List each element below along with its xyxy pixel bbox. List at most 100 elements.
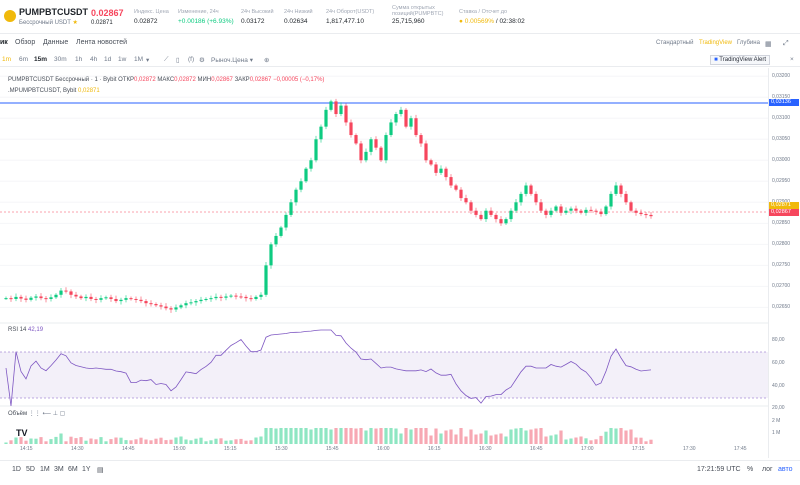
price-chart[interactable]: TV: [0, 68, 768, 458]
tf-1h[interactable]: 1h: [75, 56, 83, 63]
calendar-icon[interactable]: ▤: [97, 467, 104, 474]
time-tick: 16:15: [428, 446, 441, 452]
log-toggle[interactable]: лог: [762, 466, 773, 473]
candle: [174, 307, 178, 310]
settings-icon[interactable]: ⚙: [199, 57, 205, 64]
volume-bar: [44, 441, 48, 444]
stat-turnover-24h: 24ч Оборот(USDT) 1,817,477.10: [326, 9, 375, 25]
tab-chart[interactable]: ик: [0, 39, 8, 46]
candle: [89, 296, 93, 299]
volume-bar: [179, 436, 183, 444]
vol-tick: 1 M: [772, 430, 781, 436]
view-tradingview[interactable]: TradingView: [699, 40, 733, 46]
candle: [274, 235, 278, 245]
volume-bar: [559, 430, 563, 444]
tf-6m[interactable]: 6m: [19, 56, 29, 63]
candle: [124, 298, 128, 300]
stat-index-price: Индекс. Цена 0.02872: [134, 9, 169, 25]
price-tick: 0,03100: [772, 115, 791, 122]
candle: [474, 210, 478, 215]
price-type-select[interactable]: Рыноч.Цена ▾: [211, 57, 253, 64]
grid-icon[interactable]: ▦: [765, 41, 772, 48]
price-tick: 0,03150: [772, 94, 791, 101]
range-1d[interactable]: 1D: [12, 466, 21, 473]
volume-bar: [289, 428, 293, 444]
tf-1w[interactable]: 1w: [118, 56, 127, 63]
tf-1M[interactable]: 1M: [134, 56, 144, 63]
percent-toggle[interactable]: %: [747, 466, 754, 473]
tf-1d[interactable]: 1d: [104, 56, 112, 63]
candle: [79, 296, 83, 299]
tf-30m[interactable]: 30m: [54, 56, 67, 63]
volume-bar: [194, 438, 198, 444]
volume-bar: [214, 438, 218, 444]
candle: [224, 296, 228, 298]
candle: [304, 168, 308, 182]
chevron-down-icon[interactable]: ▾: [146, 57, 150, 64]
candle: [189, 302, 193, 304]
candle: [59, 290, 63, 295]
add-icon[interactable]: ⊕: [264, 57, 270, 64]
price-tick: 0,03200: [772, 73, 791, 80]
candle: [579, 210, 583, 213]
fullscreen-icon[interactable]: ⤢: [783, 40, 789, 47]
volume-bar: [309, 429, 313, 444]
price-axis[interactable]: 0,03200 0,03150 0,03100 0,03050 0,03000 0,029…: [768, 68, 800, 458]
tf-15m[interactable]: 15m: [34, 56, 48, 63]
volume-bar: [114, 437, 118, 444]
tab-news[interactable]: Лента новостей: [76, 39, 128, 46]
range-6m[interactable]: 6M: [68, 466, 78, 473]
rsi-legend: RSI 14 42,19: [8, 327, 44, 333]
volume-bar: [504, 436, 508, 444]
tf-1m[interactable]: 1m: [2, 56, 12, 63]
fx-icon[interactable]: (f): [188, 56, 195, 63]
candle: [459, 189, 463, 199]
volume-bar: [419, 428, 423, 444]
volume-bar: [514, 428, 518, 444]
range-1y[interactable]: 1Y: [82, 466, 91, 473]
bottom-bar: 1D 5D 1M 3M 6M 1Y ▤ 17:21:59 UTC % лог а…: [0, 460, 800, 485]
range-1m[interactable]: 1M: [40, 466, 50, 473]
volume-bar: [354, 428, 358, 444]
volume-bar: [349, 428, 353, 444]
symbol-title[interactable]: PUMPBTCUSDT: [19, 7, 88, 17]
price-tick: 0,02850: [772, 220, 791, 227]
candle: [199, 299, 203, 302]
price-tick: 0,02650: [772, 304, 791, 311]
view-standard[interactable]: Стандартный: [656, 40, 694, 46]
candle: [644, 214, 648, 216]
candle: [249, 298, 253, 300]
close-icon[interactable]: ×: [790, 56, 794, 63]
last-price-tag: 0,02867: [769, 209, 799, 216]
volume-bar: [569, 438, 573, 444]
indicator-icon[interactable]: ⟋: [164, 56, 169, 63]
chart-type-icon[interactable]: ▯: [176, 57, 180, 64]
volume-bar: [104, 441, 108, 444]
volume-bar: [279, 428, 283, 444]
tab-overview[interactable]: Обзор: [15, 39, 36, 46]
auto-toggle[interactable]: авто: [778, 466, 793, 473]
range-3m[interactable]: 3M: [54, 466, 64, 473]
price-tick: 0,02750: [772, 262, 791, 269]
volume-bar: [389, 428, 393, 444]
volume-bar: [579, 436, 583, 444]
tradingview-alert-button[interactable]: ■ TradingView Alert: [710, 55, 770, 65]
time-tick: 17:00: [581, 446, 594, 452]
candle: [209, 298, 213, 300]
tf-4h[interactable]: 4h: [90, 56, 98, 63]
candle: [444, 168, 448, 178]
candle: [534, 193, 538, 203]
volume-bar: [374, 428, 378, 444]
candle: [599, 211, 603, 215]
clock-time[interactable]: 17:21:59 UTC: [697, 466, 741, 473]
volume-bar: [94, 439, 98, 444]
candle: [29, 297, 33, 300]
range-5d[interactable]: 5D: [26, 466, 35, 473]
volume-bar: [399, 433, 403, 444]
tab-data[interactable]: Данные: [43, 39, 69, 46]
view-depth[interactable]: Глубина: [737, 40, 760, 46]
candle: [434, 164, 438, 173]
volume-bar: [149, 440, 153, 444]
volume-bars: [4, 428, 653, 444]
stat-change-24h: Изменение, 24ч +0.00186 (+6.93%): [178, 9, 234, 25]
